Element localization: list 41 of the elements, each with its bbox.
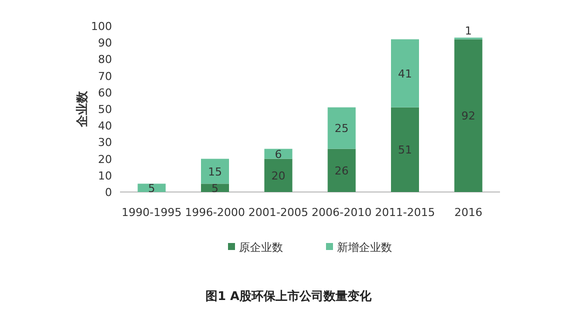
x-tick-label: 2011-2015: [375, 206, 435, 219]
bar: [391, 107, 419, 192]
bar: [138, 184, 166, 192]
x-tick-label: 1996-2000: [185, 206, 245, 219]
y-tick-label: 40: [98, 120, 112, 133]
data-label: 92: [461, 110, 476, 123]
y-tick-label: 30: [98, 136, 112, 150]
y-tick-label: 50: [98, 103, 112, 116]
data-label: 1: [464, 24, 472, 38]
data-label: 6: [274, 148, 282, 161]
bar: [328, 148, 356, 192]
bar: [328, 107, 356, 149]
legend-label: 原企业数: [239, 241, 283, 254]
y-tick-label: 0: [105, 186, 112, 199]
x-tick-label: 2006-2010: [312, 206, 372, 219]
y-tick-label: 100: [91, 20, 112, 33]
bar: [201, 158, 229, 184]
data-label: 25: [334, 122, 349, 136]
data-label: 5: [212, 182, 218, 195]
bar: [201, 184, 229, 192]
y-tick-label: 20: [98, 152, 112, 166]
text: 图1 A股环保上市公司数量变化: [206, 289, 372, 303]
bar: [391, 39, 419, 108]
y-tick-label: 60: [98, 86, 112, 100]
data-label: 41: [398, 67, 412, 80]
data-label: 26: [334, 164, 349, 178]
y-axis-title: 企业数: [75, 90, 89, 128]
y-tick-label: 90: [98, 36, 112, 50]
y-tick-label: 80: [98, 53, 112, 66]
data-label: 5: [148, 182, 156, 195]
x-tick-label: 1990-1995: [122, 206, 182, 219]
legend-label: 新增企业数: [337, 241, 392, 254]
x-tick-label: 2016: [454, 206, 482, 219]
data-label: 20: [271, 169, 286, 182]
bar: [264, 158, 292, 192]
y-tick-label: 70: [98, 70, 112, 83]
data-label: 15: [208, 165, 222, 178]
x-tick-label: 2001-2005: [248, 206, 308, 219]
y-tick-label: 10: [98, 169, 112, 182]
bar: [454, 39, 482, 192]
data-label: 51: [398, 144, 412, 157]
